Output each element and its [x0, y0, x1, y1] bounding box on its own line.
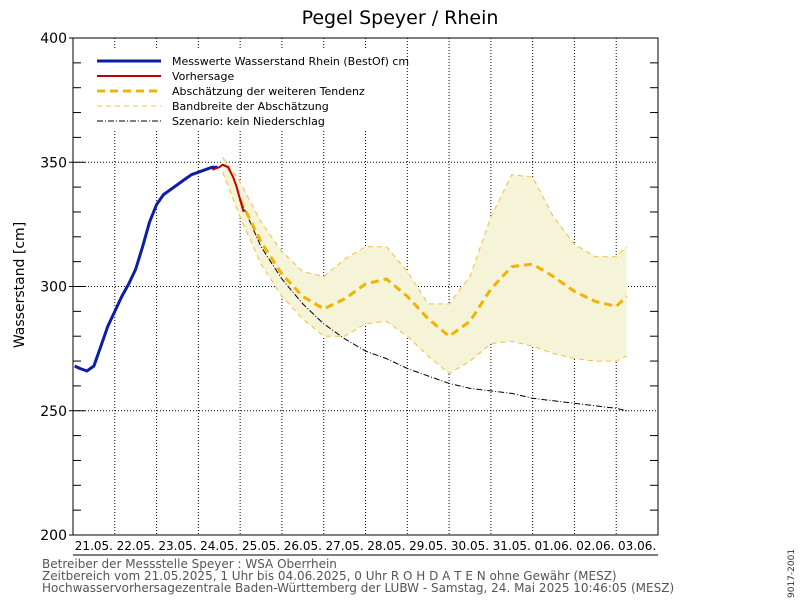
legend: Messwerte Wasserstand Rhein (BestOf) cm V…: [90, 49, 409, 131]
footer-timerange: Zeitbereich vom 21.05.2025, 1 Uhr bis 04…: [42, 569, 617, 583]
x-tick-label: 25.05.: [242, 539, 280, 553]
x-tick-label: 27.05.: [326, 539, 364, 553]
side-code: 9017-2001: [787, 549, 797, 598]
footer-source: Hochwasservorhersagezentrale Baden-Württ…: [42, 581, 674, 595]
y-ticks: 200 250 300 350 400: [40, 31, 85, 544]
chart-title: Pegel Speyer / Rhein: [302, 7, 499, 29]
estimate-band: [222, 157, 628, 375]
x-tick-label: 26.05.: [284, 539, 322, 553]
series-lines: [74, 163, 628, 412]
x-tick-label: 01.06.: [534, 539, 572, 553]
estimate-band-upper: [222, 157, 628, 305]
series-scenario-line: [239, 199, 627, 412]
y-tick-label: 400: [40, 31, 67, 47]
y-tick-label: 200: [40, 528, 67, 544]
x-tick-label: 28.05.: [367, 539, 405, 553]
series-measured-line: [74, 165, 218, 373]
y-tick-label: 350: [40, 155, 67, 171]
grid: [73, 38, 658, 535]
legend-label: Vorhersage: [172, 70, 234, 83]
legend-label: Bandbreite der Abschätzung: [172, 100, 329, 113]
y-tick-label: 250: [40, 404, 67, 420]
x-tick-label: 23.05.: [158, 539, 196, 553]
x-tick-label: 21.05.: [75, 539, 113, 553]
legend-label: Abschätzung der weiteren Tendenz: [172, 85, 365, 98]
x-tick-label: 22.05.: [117, 539, 155, 553]
x-tick-label: 29.05.: [409, 539, 447, 553]
estimate-band-lower: [222, 172, 627, 375]
x-tick-label: 24.05.: [200, 539, 238, 553]
x-tick-label: 03.06.: [618, 539, 656, 553]
x-tick-label: 02.06.: [576, 539, 614, 553]
footer-operator: Betreiber der Messstelle Speyer : WSA Ob…: [42, 557, 337, 571]
legend-label: Szenario: kein Niederschlag: [172, 115, 325, 128]
series-forecast-line: [211, 163, 245, 213]
x-tick-label: 30.05.: [451, 539, 489, 553]
y-axis-label: Wasserstand [cm]: [12, 222, 28, 348]
y-tick-label: 300: [40, 280, 67, 296]
series-trend-line: [238, 198, 628, 339]
legend-label: Messwerte Wasserstand Rhein (BestOf) cm: [172, 55, 409, 68]
x-ticks: 21.05. 22.05. 23.05. 24.05. 25.05. 26.05. 27.0…: [73, 539, 658, 556]
x-tick-label: 31.05.: [493, 539, 531, 553]
estimate-band-area: [222, 157, 627, 374]
